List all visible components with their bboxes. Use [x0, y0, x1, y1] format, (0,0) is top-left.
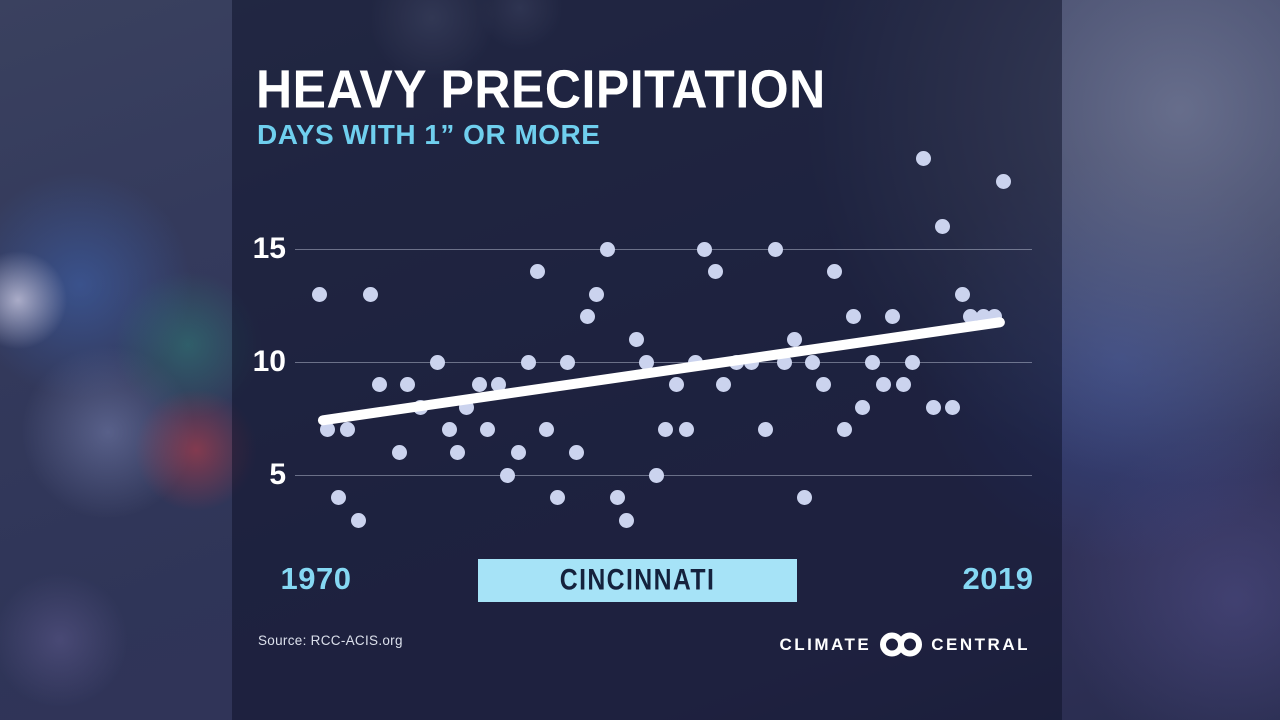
scatter-point: [499, 467, 515, 483]
scatter-point: [864, 354, 880, 370]
scatter-point: [400, 377, 416, 393]
y-axis-tick-label-10: 10: [252, 345, 286, 378]
scatter-point: [609, 490, 625, 506]
scatter-point: [697, 241, 713, 257]
scatter-point: [320, 422, 336, 438]
scatter-point: [441, 422, 457, 438]
scatter-point: [520, 354, 536, 370]
climate-central-logo: CLIMATE CENTRAL: [779, 631, 1030, 658]
scatter-point: [479, 422, 495, 438]
scatter-point: [904, 354, 920, 370]
scatter-point: [340, 422, 356, 438]
scatter-point: [944, 399, 960, 415]
scatter-point: [678, 422, 694, 438]
location-badge: CINCINNATI: [478, 559, 797, 602]
scatter-point: [362, 286, 378, 302]
scatter-point: [995, 173, 1011, 189]
scatter-point: [648, 467, 664, 483]
gridline-15: [295, 249, 1032, 250]
scatter-point: [628, 331, 644, 347]
x-axis-end-year-label: 2019: [962, 561, 1034, 596]
scatter-point: [875, 377, 891, 393]
scatter-point: [854, 399, 870, 415]
scatter-point: [934, 218, 950, 234]
scatter-point: [895, 377, 911, 393]
scatter-point: [471, 377, 487, 393]
scatter-point: [668, 377, 684, 393]
scatter-point: [826, 264, 842, 280]
scatter-point: [330, 490, 346, 506]
gridline-10: [295, 362, 1032, 363]
scatter-point: [619, 512, 635, 528]
scatter-point: [805, 354, 821, 370]
logo-word-climate: CLIMATE: [779, 634, 872, 654]
scatter-point: [429, 354, 445, 370]
x-axis-start-year-label: 1970: [280, 561, 352, 596]
logo-word-central: CENTRAL: [931, 634, 1030, 654]
scatter-point: [579, 309, 595, 325]
scatter-point: [549, 490, 565, 506]
infinity-rings-icon: [878, 631, 924, 658]
y-axis-tick-label-15: 15: [252, 232, 286, 265]
page-title: HEAVY PRECIPITATION: [256, 58, 826, 120]
scatter-point: [569, 444, 585, 460]
scatter-point: [658, 422, 674, 438]
location-badge-label: CINCINNATI: [559, 563, 716, 597]
scatter-point: [786, 331, 802, 347]
scatter-point: [925, 399, 941, 415]
scatter-point: [954, 286, 970, 302]
scatter-point: [768, 241, 784, 257]
scatter-point: [559, 354, 575, 370]
scatter-point: [707, 264, 723, 280]
scatter-point: [538, 422, 554, 438]
scatter-point: [836, 422, 852, 438]
scatter-point: [311, 286, 327, 302]
y-axis-tick-label-5: 5: [269, 458, 286, 491]
scatter-point: [588, 286, 604, 302]
scatter-point: [885, 309, 901, 325]
scatter-point: [716, 377, 732, 393]
scatter-point: [845, 309, 861, 325]
source-attribution: Source: RCC-ACIS.org: [258, 633, 403, 648]
scatter-point: [391, 444, 407, 460]
scatter-point: [450, 444, 466, 460]
scatter-point: [599, 241, 615, 257]
scatter-point: [351, 512, 367, 528]
scatter-point: [371, 377, 387, 393]
scatter-point: [796, 490, 812, 506]
scatter-point: [915, 151, 931, 167]
scatter-point: [638, 354, 654, 370]
scatter-point: [510, 444, 526, 460]
scatter-point: [816, 377, 832, 393]
scatter-point: [757, 422, 773, 438]
page-subtitle: DAYS WITH 1” OR MORE: [257, 119, 601, 150]
scatter-point: [529, 264, 545, 280]
